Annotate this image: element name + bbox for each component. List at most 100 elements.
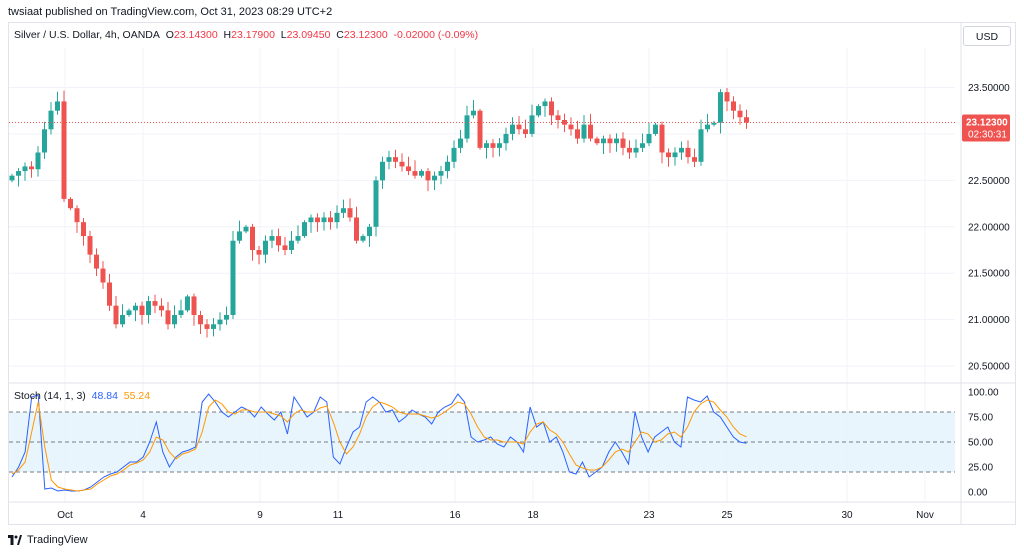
candle-body [419,171,424,176]
candle-body [601,138,606,144]
candle-body [152,301,158,306]
time-tick-label: Oct [57,510,73,521]
candle-body [22,166,28,172]
candle-body [204,324,210,329]
candle-body [711,122,717,125]
candle-body [679,147,684,153]
candle-body [484,143,489,148]
candle-body [731,101,736,111]
candle-body [178,310,184,315]
candle-body [211,324,216,329]
candle-body [74,208,80,223]
candle-body [347,208,353,218]
time-tick-label: Nov [916,510,934,521]
stoch-tick-label: 75.00 [968,413,993,424]
candle-body [503,133,509,144]
candle-body [139,305,145,315]
candle-body [198,315,203,325]
stoch-tick-label: 0.00 [968,488,988,499]
tradingview-logo-icon [8,535,22,545]
time-tick-label: 16 [449,510,461,521]
candle-body [464,115,470,139]
candle-body [360,236,366,241]
candle-body [269,236,275,241]
candle-body [146,301,151,315]
footer: TradingView [8,534,88,546]
time-tick-label: 11 [333,510,344,521]
candle-body [633,147,639,153]
candle-body [185,296,190,311]
time-tick-label: 30 [841,510,853,521]
candle-body [438,171,444,176]
candle-body [653,124,658,134]
candle-body [328,217,333,223]
candle-body [16,171,21,176]
candle-body [61,101,67,199]
candle-body [432,175,437,181]
candle-body [549,101,554,116]
candle-body [100,268,106,283]
close-value: 23.12300 [343,29,388,41]
candle-body [354,217,359,241]
stoch-name[interactable]: Stoch (14, 1, 3) [14,390,86,402]
candle-body [224,315,229,320]
candle-body [542,101,548,107]
candle-body [588,124,593,139]
candle-body [107,282,112,306]
currency-button[interactable]: USD [963,26,1011,46]
candle-body [68,198,73,209]
price-tick-label: 23.50000 [968,83,1010,94]
candle-body [243,226,249,232]
candle-body [393,157,398,162]
symbol-label[interactable]: Silver / U.S. Dollar, 4h, OANDA [14,29,160,41]
candle-body [133,305,138,311]
candle-body [523,129,528,134]
high-label: H [223,29,232,41]
price-tick-label: 21.00000 [968,315,1010,326]
candle-body [113,305,119,325]
candle-body [516,124,522,130]
candle-body [172,315,177,325]
candle-body [87,236,93,255]
candle-body [724,92,730,102]
footer-brand[interactable]: TradingView [27,534,88,546]
candle-body [295,236,301,241]
chart-frame [8,22,1016,525]
candle-body [614,138,619,144]
candle-body [640,143,645,148]
stoch-legend: Stoch (14, 1, 3) 48.84 55.24 [14,390,150,402]
time-tick-label: 25 [721,510,733,521]
candle-body [497,143,502,148]
stoch-tick-label: 25.00 [968,463,993,474]
price-tick-label: 21.50000 [968,269,1010,280]
candle-body [386,157,392,162]
candle-body [445,161,450,172]
candle-body [406,166,411,172]
candle-body [685,147,691,158]
price-tick-label: 20.50000 [968,362,1010,373]
candle-body [646,133,652,144]
candle-body [126,310,132,315]
candle-body [276,236,281,246]
candle-body [718,92,723,123]
candle-body [159,305,164,311]
candle-body [289,240,294,250]
candle-body [737,110,743,118]
candle-body [120,315,125,325]
candle-body [48,110,54,130]
candle-body [581,124,587,139]
candle-body [659,124,665,153]
candle-body [302,222,307,237]
candle-body [9,175,15,181]
candle-body [399,161,405,167]
candle-body [191,296,197,315]
open-label: O [165,29,174,41]
candle-body [94,254,99,269]
candle-body [315,217,320,223]
candle-body [575,129,580,139]
stoch-d-value: 55.24 [123,390,151,402]
chart-legend: Silver / U.S. Dollar, 4h, OANDA O23.1430… [14,29,478,41]
candle-body [594,138,600,144]
candle-body [529,115,535,134]
